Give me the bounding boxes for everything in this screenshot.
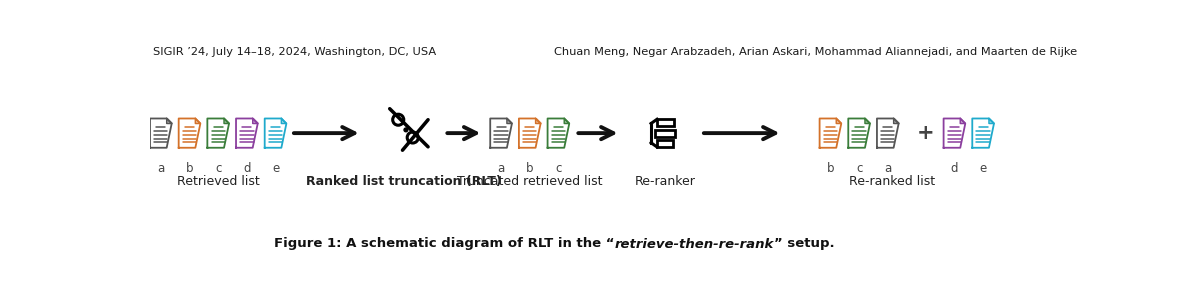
Text: +: + bbox=[917, 123, 935, 143]
Polygon shape bbox=[150, 118, 172, 148]
Polygon shape bbox=[224, 118, 229, 124]
FancyBboxPatch shape bbox=[655, 130, 676, 137]
Polygon shape bbox=[836, 118, 841, 124]
Text: Chuan Meng, Negar Arabzadeh, Arian Askari, Mohammad Aliannejadi, and Maarten de : Chuan Meng, Negar Arabzadeh, Arian Askar… bbox=[553, 47, 1076, 57]
Polygon shape bbox=[820, 118, 841, 148]
FancyBboxPatch shape bbox=[658, 140, 673, 147]
Text: Truncated retrieved list: Truncated retrieved list bbox=[457, 175, 602, 188]
Text: d: d bbox=[244, 162, 251, 175]
Circle shape bbox=[404, 128, 408, 132]
Text: b: b bbox=[526, 162, 534, 175]
Text: ” setup.: ” setup. bbox=[774, 238, 835, 251]
Polygon shape bbox=[265, 118, 287, 148]
Text: c: c bbox=[556, 162, 562, 175]
Polygon shape bbox=[989, 118, 994, 124]
Text: Ranked list truncation (RLT): Ranked list truncation (RLT) bbox=[306, 175, 502, 188]
Polygon shape bbox=[179, 118, 200, 148]
Polygon shape bbox=[491, 118, 512, 148]
Polygon shape bbox=[208, 118, 229, 148]
Text: retrieve-then-re-rank: retrieve-then-re-rank bbox=[616, 238, 774, 251]
Polygon shape bbox=[547, 118, 569, 148]
Polygon shape bbox=[518, 118, 541, 148]
Text: SIGIR ’24, July 14–18, 2024, Washington, DC, USA: SIGIR ’24, July 14–18, 2024, Washington,… bbox=[154, 47, 437, 57]
Polygon shape bbox=[865, 118, 870, 124]
Text: c: c bbox=[856, 162, 863, 175]
Text: a: a bbox=[157, 162, 164, 175]
Text: e: e bbox=[272, 162, 280, 175]
Polygon shape bbox=[564, 118, 569, 124]
Text: Re-ranker: Re-ranker bbox=[635, 175, 696, 188]
Polygon shape bbox=[960, 118, 965, 124]
Text: a: a bbox=[884, 162, 892, 175]
Text: d: d bbox=[950, 162, 958, 175]
Polygon shape bbox=[972, 118, 994, 148]
Polygon shape bbox=[848, 118, 870, 148]
Polygon shape bbox=[877, 118, 899, 148]
Polygon shape bbox=[281, 118, 287, 124]
Text: b: b bbox=[827, 162, 834, 175]
Polygon shape bbox=[943, 118, 965, 148]
Text: e: e bbox=[979, 162, 986, 175]
FancyBboxPatch shape bbox=[656, 119, 674, 126]
Text: b: b bbox=[186, 162, 193, 175]
Polygon shape bbox=[535, 118, 541, 124]
Polygon shape bbox=[236, 118, 258, 148]
Polygon shape bbox=[167, 118, 172, 124]
Text: a: a bbox=[498, 162, 505, 175]
Polygon shape bbox=[506, 118, 512, 124]
Polygon shape bbox=[894, 118, 899, 124]
Polygon shape bbox=[253, 118, 258, 124]
Text: Retrieved list: Retrieved list bbox=[176, 175, 259, 188]
Text: c: c bbox=[215, 162, 221, 175]
Polygon shape bbox=[196, 118, 200, 124]
Text: Re-ranked list: Re-ranked list bbox=[850, 175, 936, 188]
Text: Figure 1: A schematic diagram of RLT in the “: Figure 1: A schematic diagram of RLT in … bbox=[275, 238, 616, 251]
